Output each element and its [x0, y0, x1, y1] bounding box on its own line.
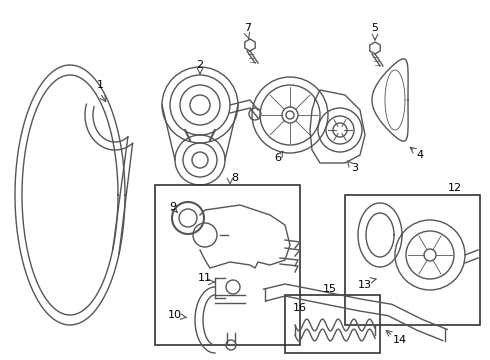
Text: 6: 6	[274, 153, 281, 163]
Text: 9: 9	[170, 202, 176, 212]
Text: 12: 12	[448, 183, 462, 193]
Text: 4: 4	[416, 150, 423, 160]
Bar	[345, 195, 480, 325]
Text: 10: 10	[168, 310, 182, 320]
Text: 3: 3	[351, 163, 359, 173]
Text: 14: 14	[393, 335, 407, 345]
Text: 11: 11	[198, 273, 212, 283]
Text: 5: 5	[371, 23, 378, 33]
Text: 13: 13	[358, 280, 372, 290]
Text: 1: 1	[97, 80, 103, 90]
Text: 8: 8	[231, 173, 239, 183]
Text: 15: 15	[323, 284, 337, 294]
Text: 7: 7	[245, 23, 251, 33]
Bar	[285, 295, 380, 353]
Text: 16: 16	[293, 303, 307, 313]
Text: 2: 2	[196, 60, 203, 70]
Bar	[155, 185, 300, 345]
